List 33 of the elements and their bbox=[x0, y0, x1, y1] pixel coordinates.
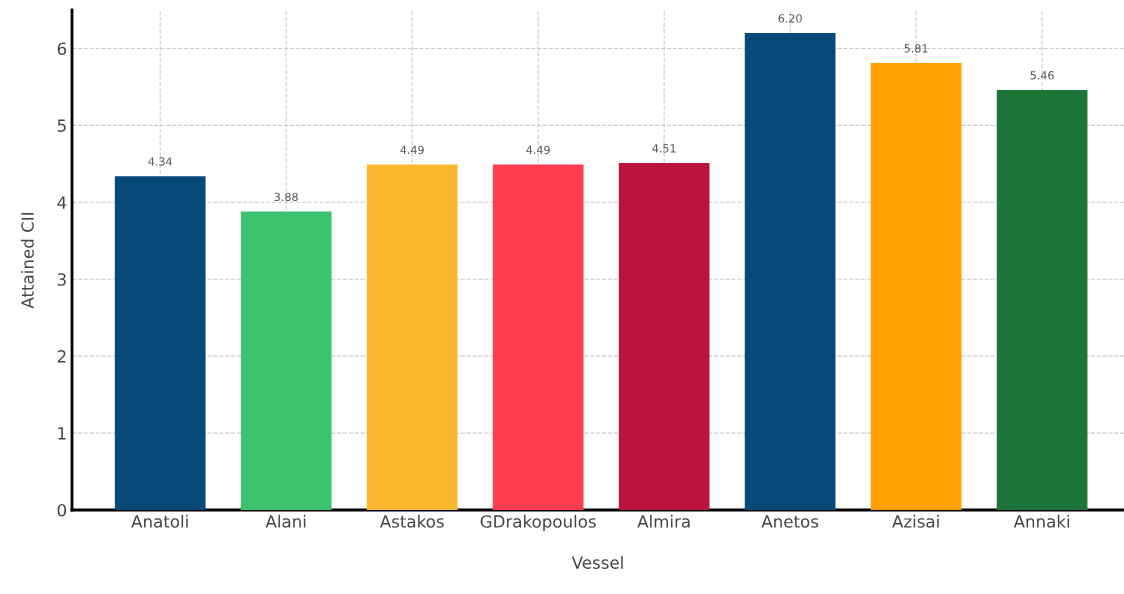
x-tick-label: Annaki bbox=[1013, 514, 1070, 528]
x-axis-title: Vessel bbox=[571, 555, 623, 569]
x-tick-label: Anatoli bbox=[131, 514, 188, 528]
data-label: 5.81 bbox=[904, 44, 928, 53]
y-tick-label: 3 bbox=[57, 273, 66, 286]
x-tick-label: Alani bbox=[265, 514, 306, 528]
data-label: 5.46 bbox=[1030, 71, 1054, 80]
bar bbox=[492, 164, 584, 510]
bar bbox=[618, 163, 710, 510]
bar bbox=[240, 211, 332, 510]
x-tick-label: Azisai bbox=[892, 514, 939, 528]
data-label: 4.49 bbox=[400, 145, 424, 155]
data-label: 4.51 bbox=[652, 144, 676, 153]
bar bbox=[870, 63, 962, 510]
y-tick-label: 4 bbox=[57, 196, 67, 209]
y-tick-label: 2 bbox=[57, 350, 66, 363]
y-tick-label: 6 bbox=[57, 42, 67, 56]
bar bbox=[744, 33, 836, 510]
data-label: 4.49 bbox=[526, 145, 550, 155]
bar bbox=[114, 176, 206, 510]
x-tick-label: Anetos bbox=[761, 515, 819, 528]
x-tick-label: Almira bbox=[637, 514, 690, 528]
x-tick-label: Astakos bbox=[379, 514, 444, 528]
bar bbox=[996, 90, 1088, 510]
data-label: 4.34 bbox=[148, 157, 172, 166]
x-tick-label: GDrakopoulos bbox=[480, 514, 596, 531]
y-tick-label: 5 bbox=[57, 119, 66, 132]
y-tick-label: 1 bbox=[58, 427, 66, 440]
y-tick-label: 0 bbox=[57, 503, 67, 517]
bar bbox=[366, 164, 458, 510]
data-label: 3.88 bbox=[274, 192, 298, 202]
y-axis-title: Attained CII bbox=[20, 213, 34, 309]
data-label: 6.20 bbox=[778, 14, 802, 23]
